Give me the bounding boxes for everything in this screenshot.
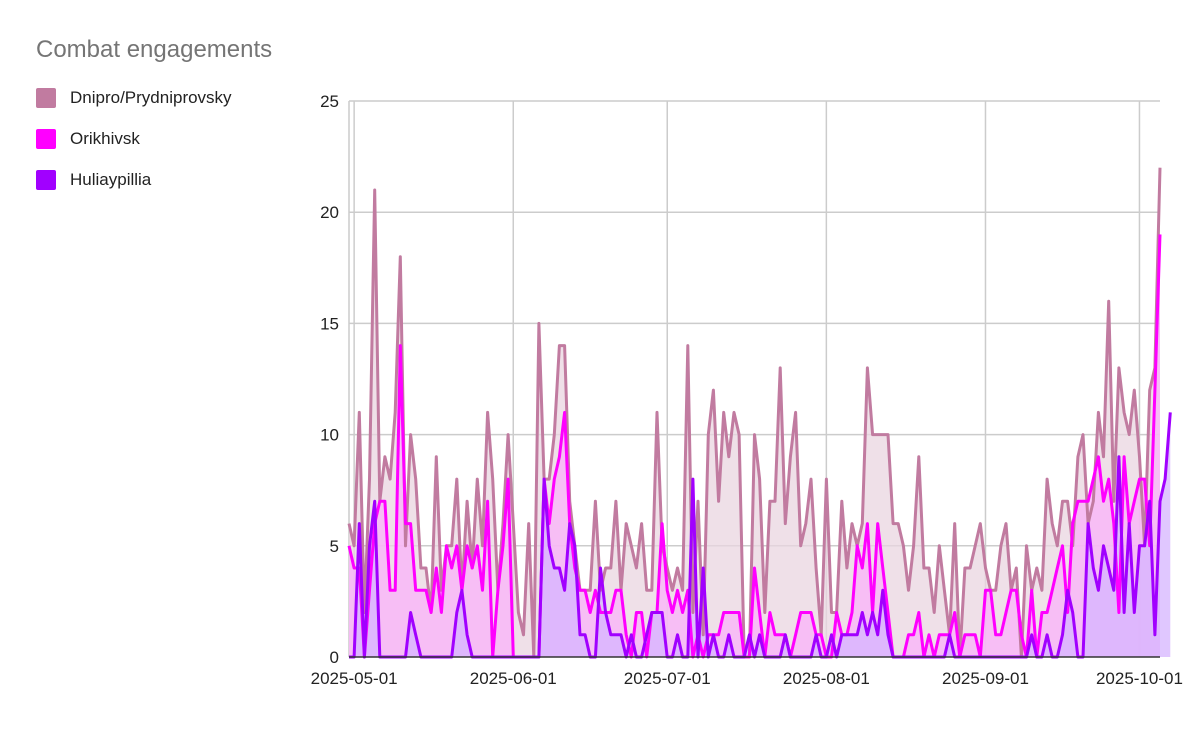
x-tick-label: 2025-10-01 <box>1096 669 1183 688</box>
y-tick-label: 20 <box>320 203 339 222</box>
x-tick-label: 2025-08-01 <box>783 669 870 688</box>
legend-swatch-dnipro <box>36 88 56 108</box>
legend-label-dnipro: Dnipro/Prydniprovsky <box>70 88 232 107</box>
y-tick-label: 10 <box>320 426 339 445</box>
series-area-2 <box>349 412 1171 657</box>
y-tick-label: 15 <box>320 314 339 333</box>
series-line-1[interactable] <box>347 234 1162 659</box>
x-tick-label: 2025-07-01 <box>624 669 711 688</box>
y-tick-label: 0 <box>330 648 339 667</box>
legend-swatch-orikhivsk <box>36 129 56 149</box>
y-tick-label: 5 <box>330 537 339 556</box>
legend-swatch-huliaypillia <box>36 170 56 190</box>
x-tick-label: 2025-05-01 <box>311 669 398 688</box>
legend-label-orikhivsk: Orikhivsk <box>70 129 140 148</box>
series-areas <box>349 167 1171 657</box>
series-line-0[interactable] <box>347 167 1162 659</box>
chart-title: Combat engagements <box>36 36 273 63</box>
legend-label-huliaypillia: Huliaypillia <box>70 170 152 189</box>
x-tick-label: 2025-09-01 <box>942 669 1029 688</box>
axes: 0 5 10 15 20 25 2025-05-01 2025-06-01 2025-07-01… <box>311 92 1183 688</box>
x-tick-label: 2025-06-01 <box>470 669 557 688</box>
y-tick-label: 25 <box>320 92 339 111</box>
